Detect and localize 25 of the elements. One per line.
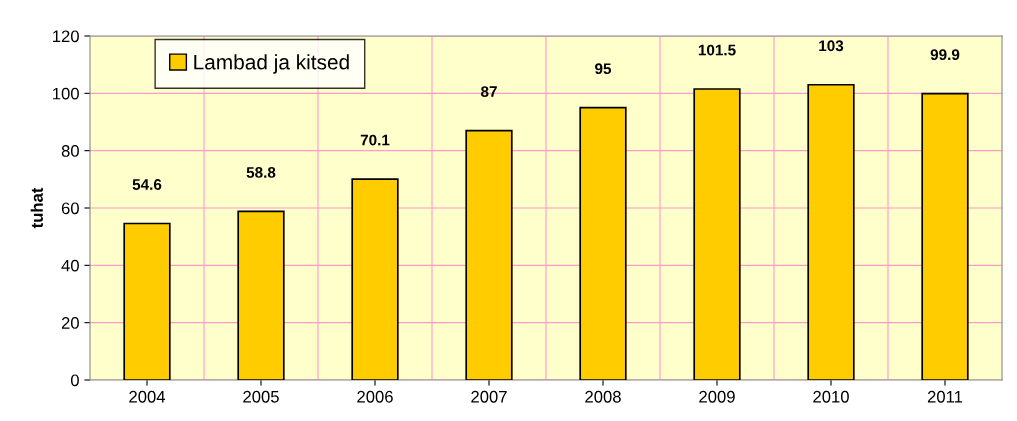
data-label: 101.5 bbox=[698, 44, 736, 56]
x-tick-label: 2010 bbox=[813, 390, 849, 403]
y-tick-label: 120 bbox=[53, 30, 79, 43]
x-tick-label: 2007 bbox=[471, 390, 507, 403]
y-tick-label: 80 bbox=[61, 145, 79, 157]
y-tick-label: 100 bbox=[53, 87, 79, 100]
y-axis-title: tuhat bbox=[30, 187, 43, 229]
data-label: 95 bbox=[595, 63, 612, 75]
x-tick-label: 2008 bbox=[585, 390, 621, 403]
y-tick-label: 40 bbox=[61, 259, 79, 272]
data-label: 70.1 bbox=[360, 134, 390, 146]
y-tick-label: 20 bbox=[61, 317, 79, 329]
x-tick-label: 2011 bbox=[927, 390, 963, 403]
x-tick-label: 2006 bbox=[357, 390, 393, 403]
data-label: 58.8 bbox=[246, 167, 276, 178]
data-label: 103 bbox=[819, 40, 844, 52]
data-label: 54.6 bbox=[132, 179, 162, 190]
y-tick-label: 60 bbox=[61, 202, 79, 215]
legend-label: Lambad ja kitsed bbox=[194, 54, 349, 74]
y-tick-label: 0 bbox=[70, 374, 79, 387]
x-tick-label: 2004 bbox=[129, 390, 166, 403]
data-label: 87 bbox=[480, 86, 497, 98]
x-tick-label: 2005 bbox=[243, 390, 279, 403]
data-label: 99.9 bbox=[930, 49, 960, 61]
x-tick-label: 2009 bbox=[699, 390, 735, 403]
